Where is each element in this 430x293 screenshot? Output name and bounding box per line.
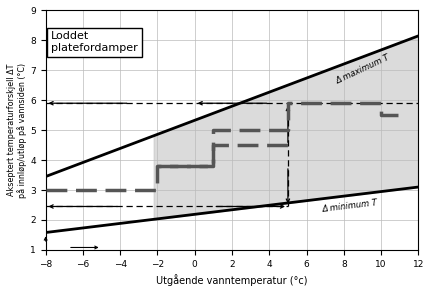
X-axis label: Utgående vanntemperatur (°c): Utgående vanntemperatur (°c) [156,274,307,286]
Text: Δ maximum T: Δ maximum T [334,53,390,86]
Text: Δ minimum T: Δ minimum T [321,199,377,214]
Text: Loddet
platefordamper: Loddet platefordamper [51,31,138,53]
Y-axis label: Akseptert temperaturforskjell ΔT
på innløp/utløp på vannsiden (°C): Akseptert temperaturforskjell ΔT på innl… [7,63,28,198]
